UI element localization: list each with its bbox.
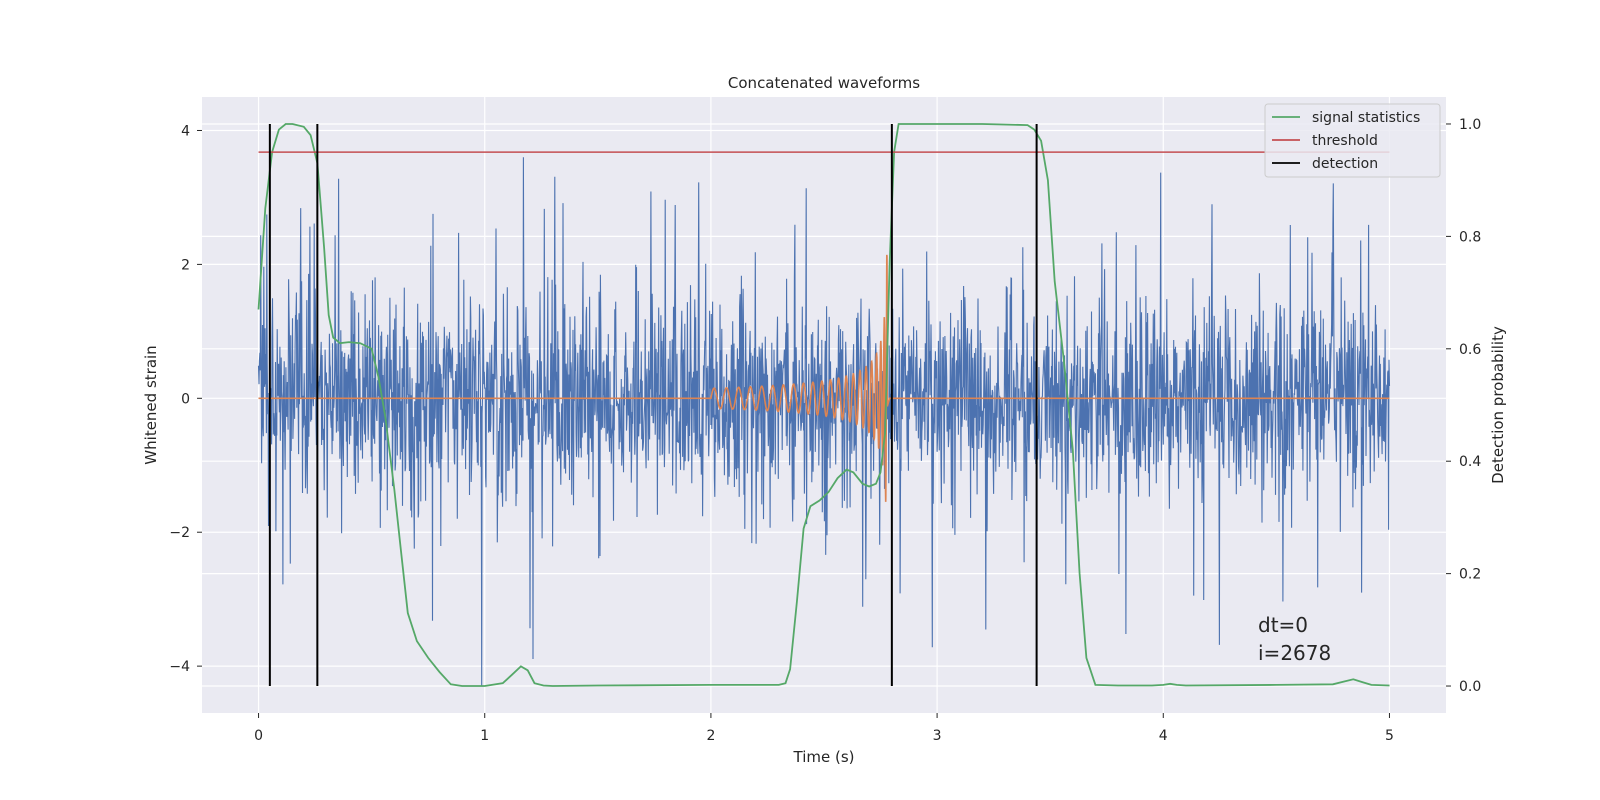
annotation-dt: dt=0 [1258, 613, 1308, 637]
template-chirp-line [258, 254, 1390, 502]
x-tick-label: 3 [933, 728, 942, 744]
x-tick-label: 4 [1159, 728, 1168, 744]
y2-tick-label: 0.6 [1459, 342, 1481, 358]
y-tick-label: −4 [169, 659, 190, 675]
legend-label-detection: detection [1312, 156, 1378, 172]
y-axis-label: Whitened strain [142, 345, 160, 464]
y-tick-label: 4 [181, 123, 190, 139]
right-axis-series [257, 123, 1390, 687]
legend-label-signal-statistics: signal statistics [1312, 110, 1420, 126]
strain-line [257, 157, 1391, 687]
y-tick-label: 2 [181, 257, 190, 273]
template-series [258, 254, 1390, 502]
signal-statistics-line [257, 123, 1390, 687]
x-axis-label: Time (s) [793, 748, 855, 766]
x-tick-label: 5 [1385, 728, 1394, 744]
chart-title: Concatenated waveforms [728, 74, 920, 92]
x-tick-label: 1 [480, 728, 489, 744]
strain-series [257, 157, 1391, 687]
y2-tick-label: 0.0 [1459, 679, 1481, 695]
legend-label-threshold: threshold [1312, 133, 1378, 149]
y2-tick-label: 1.0 [1459, 117, 1481, 133]
y2-tick-label: 0.2 [1459, 567, 1481, 583]
y2-tick-label: 0.4 [1459, 454, 1481, 470]
axes: 0 1 2 3 4 5 4 2 0 −2 −4 1.0 0.8 0.6 0.4 0.2 0.0 [169, 117, 1481, 744]
y-tick-label: −2 [169, 525, 190, 541]
y-tick-label: 0 [181, 391, 190, 407]
annotation-i: i=2678 [1258, 641, 1331, 665]
legend-box [1264, 103, 1441, 178]
legend: signal statistics threshold detection [1264, 103, 1441, 178]
x-tick-label: 2 [706, 728, 715, 744]
x-tick-label: 0 [254, 728, 263, 744]
y2-axis-label: Detection probability [1489, 326, 1507, 484]
y2-tick-label: 0.8 [1459, 229, 1481, 245]
